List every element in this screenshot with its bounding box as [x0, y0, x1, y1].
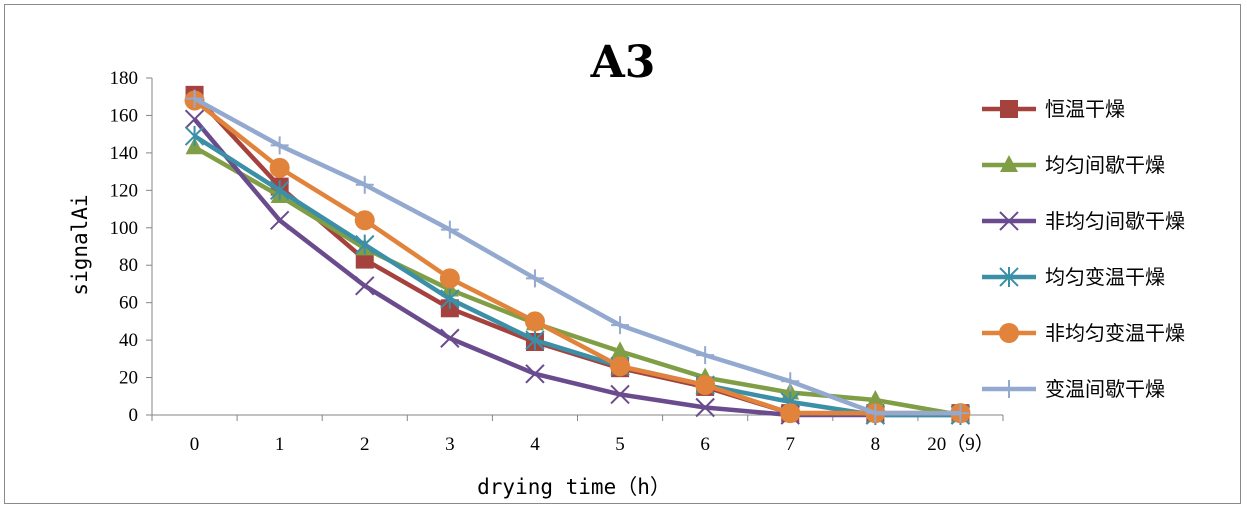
data-point: [525, 269, 544, 288]
series-5: [184, 90, 971, 424]
legend-marker: [999, 211, 1019, 231]
series-4: [184, 126, 971, 425]
legend-entry-1: 恒温干燥: [982, 97, 1125, 121]
y-tick-label: 140: [110, 143, 139, 164]
y-tick-label: 0: [129, 405, 139, 426]
legend-entry-4: 均匀变温干燥: [982, 265, 1165, 289]
legend-marker: [999, 267, 1019, 287]
data-point: [439, 268, 460, 289]
data-point: [611, 316, 630, 335]
series-line-3: [192, 117, 961, 418]
legend-entry-3: 非均匀间歇干燥: [982, 209, 1185, 233]
chart-title: A3: [590, 37, 656, 88]
y-tick-label: 120: [110, 180, 139, 201]
y-tick-label: 160: [110, 105, 139, 126]
x-tick-label: 4: [530, 434, 540, 455]
data-point: [440, 328, 460, 348]
data-point: [866, 404, 885, 423]
legend-entry-2: 均匀间歇干燥: [982, 153, 1165, 177]
x-tick-label: 1: [275, 434, 285, 455]
data-point: [610, 384, 630, 405]
legend-label: 均匀间歇干燥: [1045, 153, 1165, 177]
legend-entry-6: 变温间歇干燥: [982, 377, 1165, 401]
legend-label: 变温间歇干燥: [1045, 377, 1165, 401]
data-point: [440, 220, 459, 239]
x-tick-label: 8: [871, 434, 881, 455]
data-point: [951, 404, 970, 423]
legend-entry-5: 非均匀变温干燥: [982, 321, 1185, 345]
data-point: [355, 234, 375, 255]
y-tick-label: 180: [110, 68, 139, 89]
data-point: [269, 180, 290, 201]
data-point: [184, 126, 205, 147]
x-tick-label: 0: [190, 434, 200, 455]
x-tick-label: 2: [360, 434, 370, 455]
y-tick-label: 80: [119, 255, 138, 276]
x-tick-label: 20（9）: [927, 433, 994, 455]
x-tick-label: 5: [615, 434, 625, 455]
data-point: [695, 397, 715, 418]
chart-frame: [4, 4, 1241, 504]
data-point: [696, 346, 715, 365]
axes: 0 20 40 60 80 100 120 140 160 180 0 1 2 3 4 5 6 7 8 20（9）: [110, 68, 1004, 455]
data-point: [866, 390, 885, 408]
data-point: [185, 89, 204, 108]
data-point: [355, 175, 374, 194]
series-line-6: [193, 96, 961, 416]
series-line-4: [193, 134, 961, 418]
data-point: [611, 341, 630, 359]
data-point: [780, 403, 801, 424]
legend-label: 非均匀间歇干燥: [1045, 209, 1185, 233]
x-tick-label: 3: [445, 434, 455, 455]
data-point: [440, 288, 460, 309]
data-point: [269, 210, 290, 230]
data-point: [525, 364, 545, 384]
x-axis-label: drying time（h）: [477, 475, 671, 499]
data-point: [269, 157, 290, 178]
y-tick-label: 40: [119, 330, 138, 351]
legend-marker: [999, 323, 1019, 343]
legend-label: 均匀变温干燥: [1045, 265, 1165, 289]
legend-marker: [1000, 100, 1018, 118]
data-point: [525, 330, 545, 351]
data-point: [355, 276, 375, 296]
data-point: [184, 109, 205, 129]
series-line-1: [192, 93, 961, 416]
y-tick-label: 20: [119, 368, 138, 389]
data-point: [610, 356, 631, 377]
data-point: [524, 311, 545, 332]
data-point: [354, 210, 375, 231]
y-tick-label: 60: [119, 293, 138, 314]
data-point: [270, 136, 289, 155]
series-line-5: [193, 98, 961, 416]
series-layer: [184, 85, 971, 425]
legend-label: 非均匀变温干燥: [1045, 321, 1185, 345]
data-point: [695, 375, 716, 396]
series-1: [185, 85, 970, 423]
y-tick-label: 100: [110, 218, 139, 239]
x-tick-label: 7: [786, 434, 796, 455]
data-point: [781, 382, 800, 400]
legend-marker: [1000, 380, 1018, 398]
series-6: [185, 89, 970, 423]
y-axis-label: signalAi: [68, 194, 92, 295]
x-tick-label: 6: [700, 434, 710, 455]
legend-marker: [1000, 155, 1018, 172]
data-point: [781, 372, 800, 391]
legend-label: 恒温干燥: [1045, 97, 1125, 121]
